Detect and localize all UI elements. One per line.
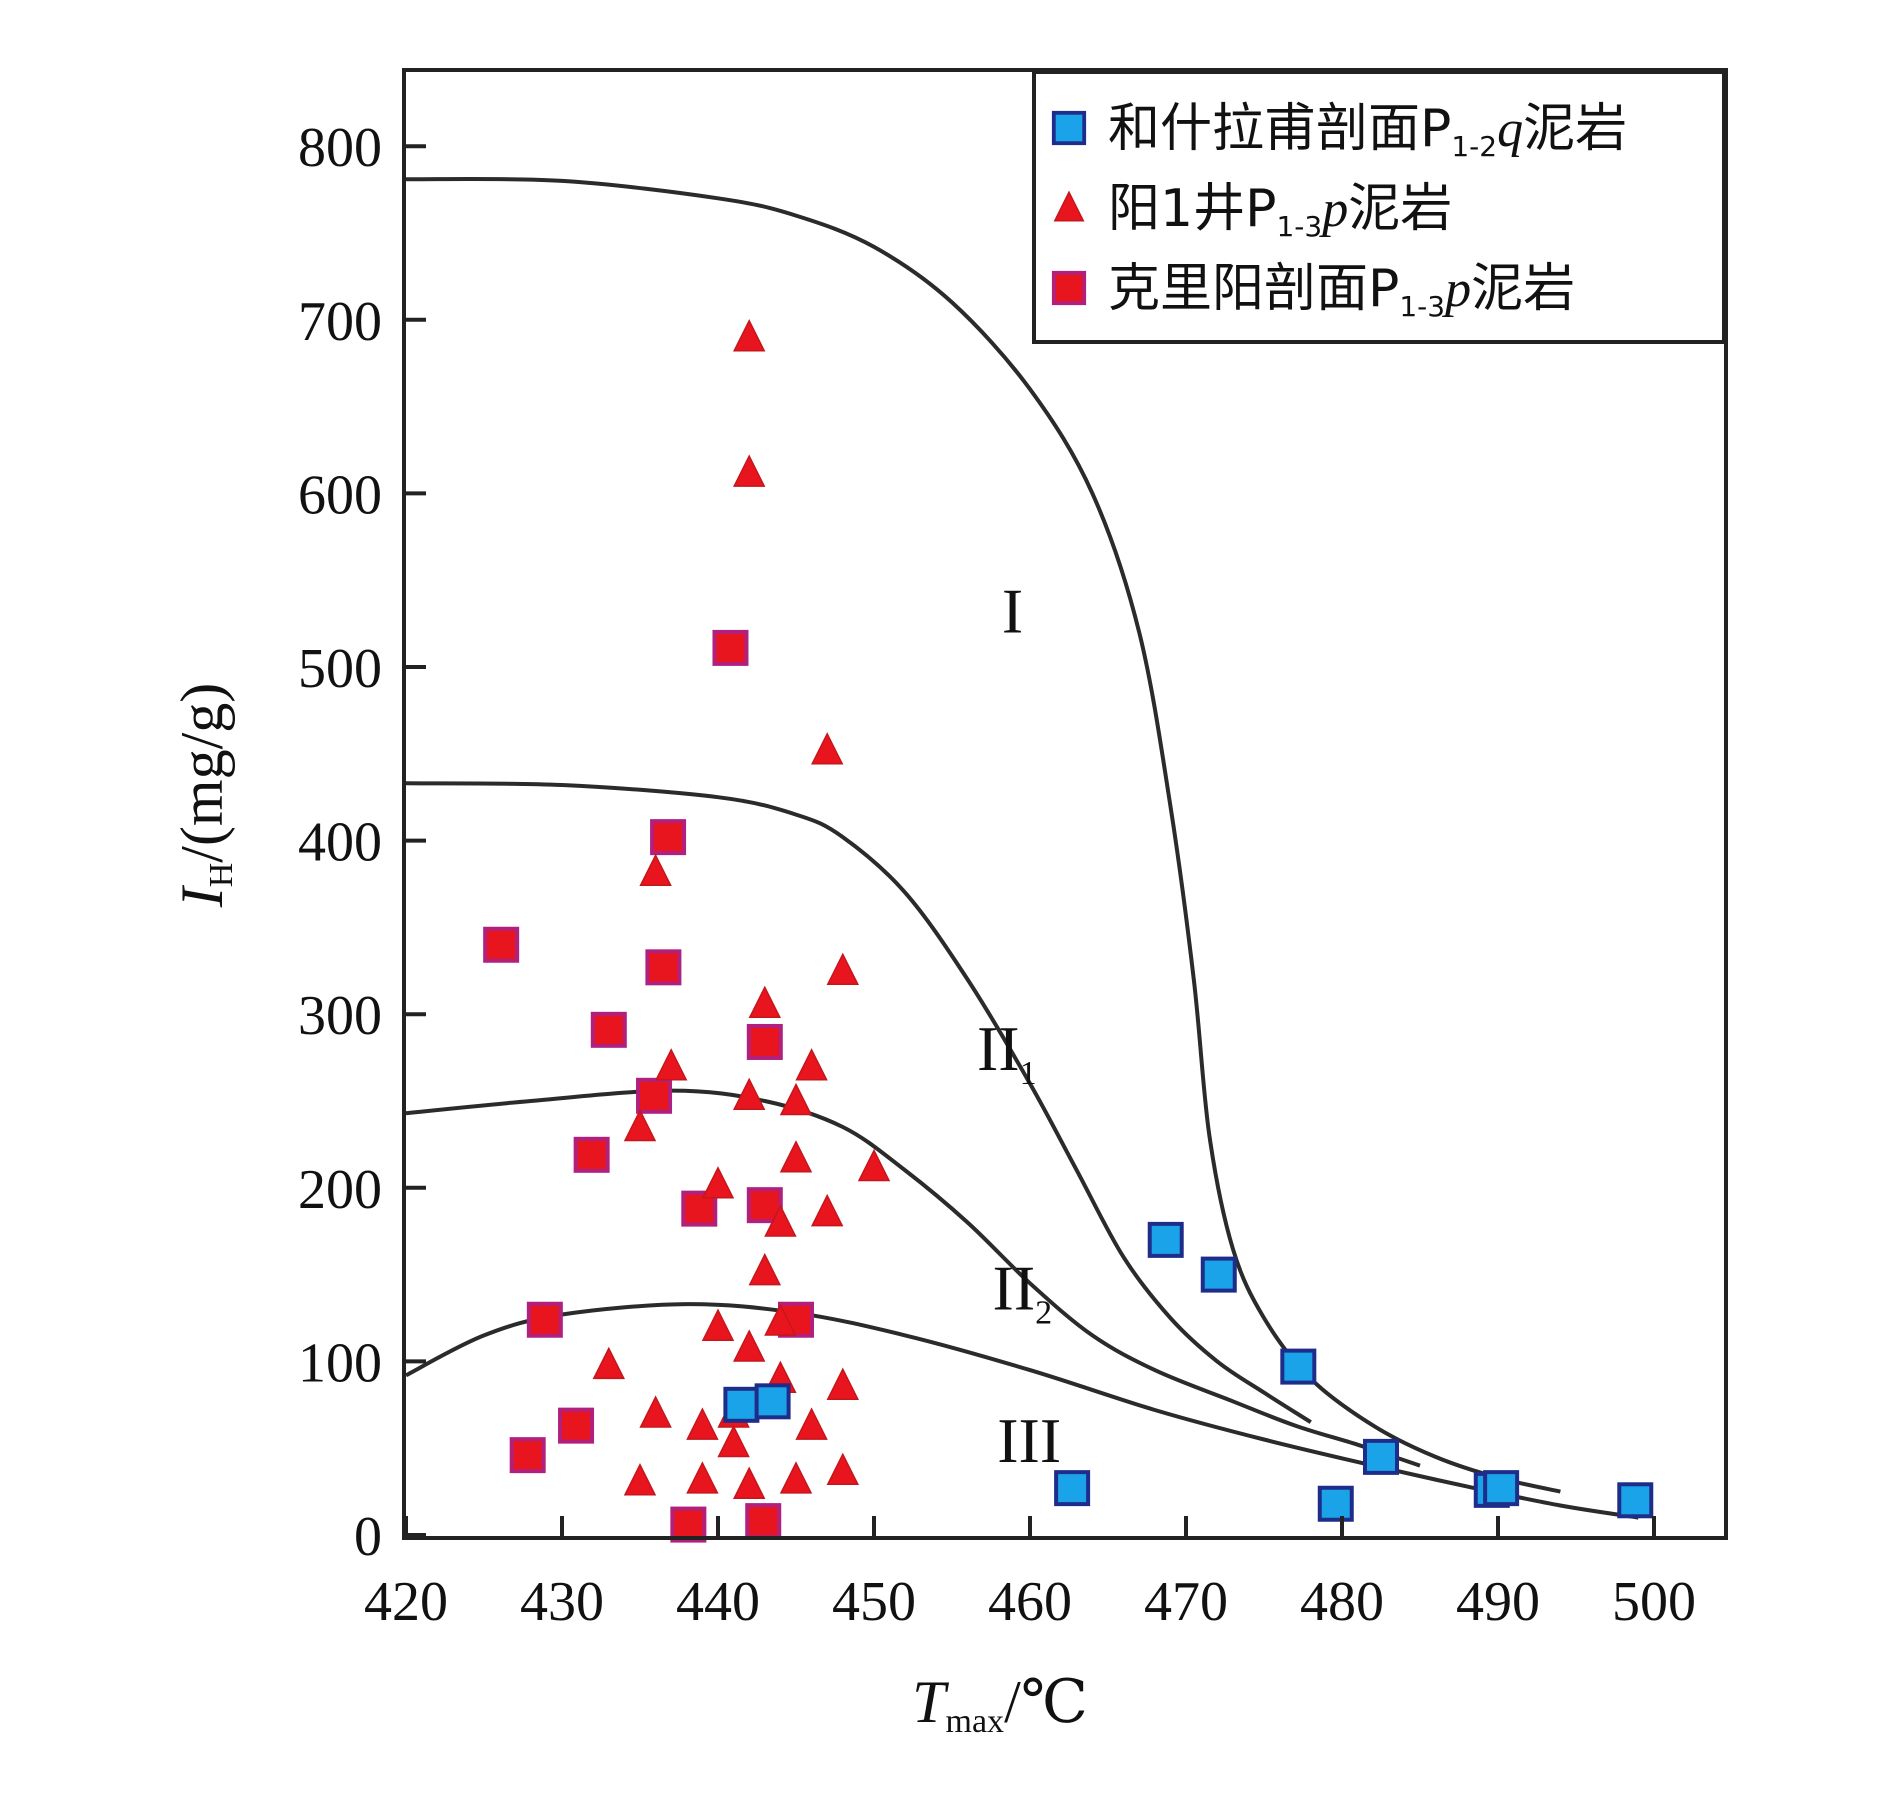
data-point (745, 1503, 782, 1540)
data-point (764, 1204, 797, 1237)
boundary-curve (405, 176, 1561, 1494)
legend-marker (1051, 110, 1087, 146)
data-point (686, 1461, 719, 1494)
data-point (639, 853, 672, 887)
data-point (650, 819, 687, 856)
data-point (732, 1077, 766, 1111)
x-axis: 420 430 440 450 460 470 480 490 500 (364, 1516, 1696, 1633)
y-tick-label: 600 (298, 464, 382, 526)
data-point (1147, 1221, 1184, 1258)
data-point (526, 1301, 563, 1338)
y-tick-label: 700 (298, 291, 382, 353)
region-labels: I II1 II2 III (977, 575, 1061, 1476)
data-point (779, 1461, 813, 1494)
data-point (732, 454, 766, 487)
x-tick-label: 500 (1612, 1571, 1696, 1633)
y-tick-label: 800 (298, 117, 382, 179)
data-point (732, 319, 766, 352)
x-tick-label: 470 (1144, 1571, 1228, 1633)
region-label: III (997, 1405, 1061, 1476)
x-axis-title: Tmax/℃ (912, 1669, 1088, 1740)
data-point (590, 1011, 627, 1048)
data-point (748, 985, 782, 1019)
y-tick-label: 400 (298, 812, 382, 874)
y-tick-label: 300 (298, 985, 382, 1047)
data-point (1054, 1470, 1091, 1507)
data-point (558, 1407, 595, 1444)
data-point (826, 1367, 860, 1400)
data-point (764, 1303, 797, 1336)
data-point (592, 1346, 626, 1380)
data-point (826, 1452, 860, 1486)
region-label: II2 (993, 1252, 1053, 1331)
y-tick-label: 200 (298, 1159, 382, 1221)
data-point (712, 629, 749, 666)
legend-marker (1051, 270, 1087, 306)
x-tick-label: 450 (832, 1571, 916, 1633)
data-point (795, 1407, 828, 1440)
data-point (639, 1395, 672, 1428)
legend-label: 阳1井P1-3p泥岩 (1108, 179, 1452, 243)
y-tick-label: 500 (298, 638, 382, 700)
legend-label: 克里阳剖面P1-3p泥岩 (1108, 259, 1575, 323)
data-point (810, 732, 844, 765)
boundary-curve (405, 1302, 1639, 1520)
y-tick-label: 100 (298, 1332, 382, 1394)
x-tick-label: 430 (520, 1571, 604, 1633)
data-point (779, 1140, 813, 1173)
y-axis: 0 100 200 300 400 500 600 700 800 (298, 117, 426, 1568)
data-point (670, 1506, 707, 1543)
data-point (1317, 1485, 1354, 1522)
data-point (732, 1466, 766, 1499)
x-tick-label: 490 (1456, 1571, 1540, 1633)
data-point (779, 1082, 813, 1116)
data-point (623, 1108, 657, 1142)
x-tick-label: 420 (364, 1571, 448, 1633)
data-point (509, 1437, 546, 1474)
data-point (795, 1048, 828, 1081)
data-point (826, 952, 860, 986)
data-points (483, 319, 1654, 1543)
data-point (701, 1166, 735, 1199)
y-axis-title: IH/(mg/g) (169, 683, 240, 909)
data-point (573, 1136, 610, 1173)
data-point (654, 1048, 688, 1081)
x-tick-label: 440 (676, 1571, 760, 1633)
legend-marker (1053, 190, 1085, 222)
data-point (810, 1193, 844, 1227)
data-point (717, 1424, 750, 1458)
region-label: I (1002, 575, 1023, 646)
boundary-curve (405, 781, 1312, 1424)
data-point (1363, 1438, 1399, 1475)
data-point (723, 1386, 760, 1423)
legend-box (1032, 70, 1726, 344)
data-point (746, 1023, 783, 1060)
data-point (1483, 1470, 1520, 1507)
y-tick-label: 0 (354, 1506, 382, 1568)
data-point (623, 1463, 657, 1496)
data-point (645, 949, 682, 986)
data-point (1280, 1348, 1317, 1385)
data-point (754, 1383, 791, 1420)
region-label: II1 (977, 1013, 1037, 1092)
legend-label: 和什拉甫剖面P1-2q泥岩 (1108, 99, 1627, 163)
data-point (732, 1329, 766, 1362)
data-point (483, 926, 520, 963)
data-point (686, 1407, 719, 1440)
data-point (1200, 1256, 1237, 1293)
x-tick-label: 460 (988, 1571, 1072, 1633)
data-point (1617, 1482, 1654, 1519)
data-point (636, 1077, 673, 1114)
x-tick-label: 480 (1300, 1571, 1384, 1633)
data-point (701, 1308, 735, 1341)
data-point (857, 1148, 891, 1182)
data-point (748, 1252, 782, 1286)
